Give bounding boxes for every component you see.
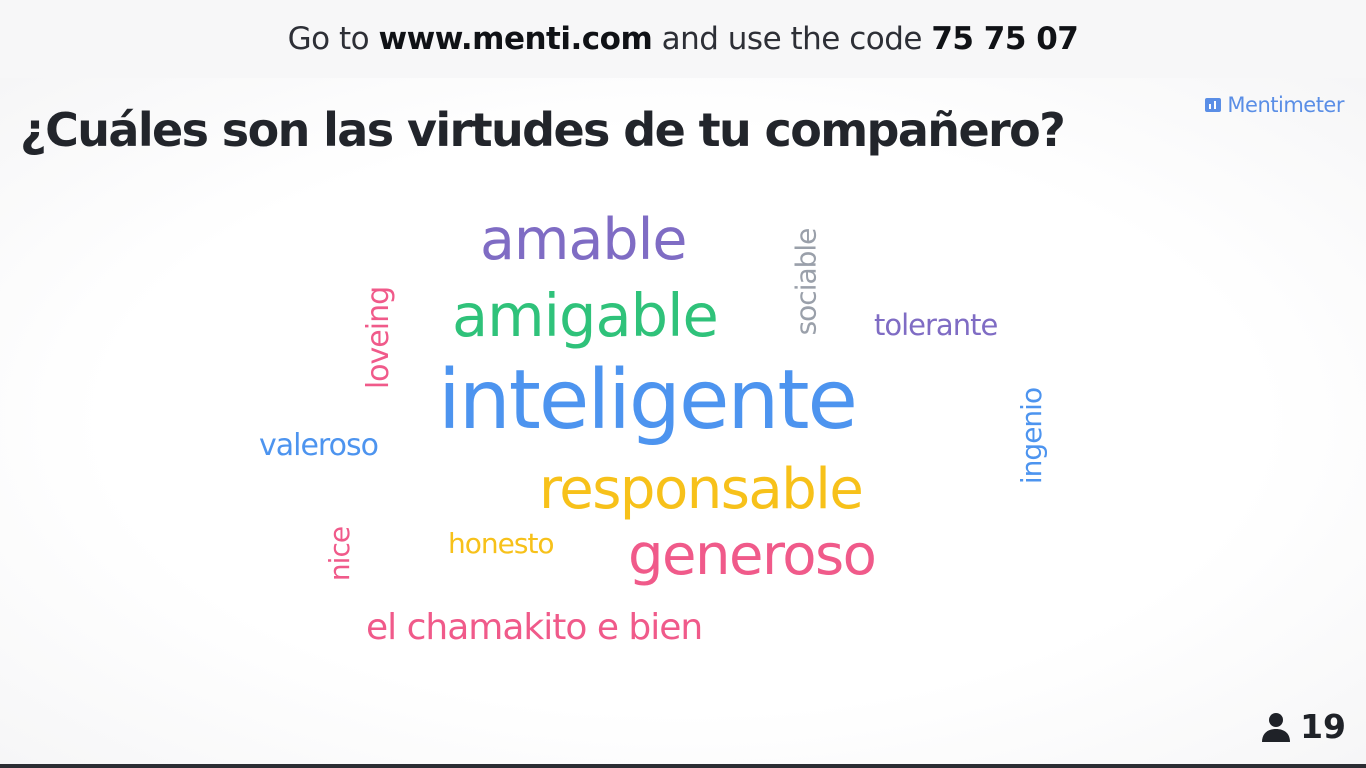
mentimeter-logo: Mentimeter [1205, 93, 1344, 117]
word-nice: nice [323, 526, 357, 582]
word-sociable: sociable [789, 228, 823, 336]
slide-area [0, 78, 1366, 764]
word-loveing: loveing [361, 286, 397, 390]
word-tolerante: tolerante [874, 308, 998, 342]
word-inteligente: inteligente [438, 353, 858, 448]
participant-count-value: 19 [1300, 707, 1346, 746]
banner-middle: and use the code [661, 21, 923, 57]
mentimeter-logo-icon [1205, 98, 1222, 112]
word-valeroso: valeroso [259, 428, 379, 463]
word-ingenio: ingenio [1015, 387, 1049, 485]
join-banner: Go to www.menti.com and use the code 75 … [0, 0, 1366, 78]
participant-count: 19 [1260, 707, 1346, 746]
word-amigable: amigable [452, 281, 719, 350]
person-icon [1262, 712, 1291, 742]
question-title: ¿Cuáles son las virtudes de tu compañero… [20, 103, 1066, 157]
brand-name: Mentimeter [1227, 93, 1344, 117]
word-generoso: generoso [628, 523, 877, 588]
banner-code: 75 75 07 [931, 21, 1079, 57]
word-responsable: responsable [539, 457, 864, 522]
banner-url: www.menti.com [378, 21, 653, 57]
banner-prefix: Go to [287, 21, 370, 57]
bottom-edge [0, 764, 1366, 768]
word-amable: amable [480, 207, 687, 273]
word-el-chamakito-e-bien: el chamakito e bien [366, 607, 703, 648]
word-honesto: honesto [448, 527, 555, 560]
